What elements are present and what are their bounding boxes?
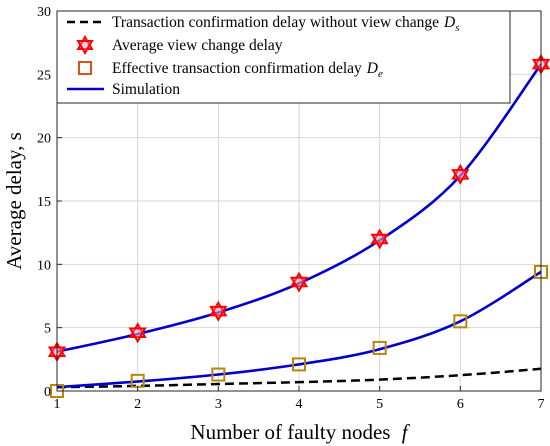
legend-view-change-swatch (76, 34, 94, 56)
legend-label-text: Transaction confirmation delay without v… (112, 14, 439, 31)
legend-label: Effective transaction confirmation delay… (112, 60, 383, 80)
legend-label: Simulation (112, 81, 180, 98)
effective-delay-marker (292, 357, 306, 372)
view-change-marker (289, 271, 309, 293)
legend: Transaction confirmation delay without v… (56, 10, 511, 104)
view-change-marker (128, 322, 147, 344)
x-tick-label: 4 (296, 397, 303, 412)
x-tick-label: 1 (54, 397, 61, 412)
y-tick-label: 10 (37, 258, 51, 273)
view-change-marker-triangle (128, 327, 147, 344)
series-simulation-lower-line (56, 270, 542, 389)
view-change-marker-triangle (289, 276, 309, 293)
x-axis-label-text: Number of faulty nodes (190, 420, 390, 444)
legend-label-subscript: s (455, 22, 459, 34)
legend-box (56, 10, 511, 104)
legend-label-symbol: D (443, 14, 455, 31)
y-tick-label: 15 (37, 195, 51, 210)
legend-label-text: Average view change delay (112, 37, 283, 54)
y-tick-label: 25 (37, 68, 51, 83)
legend-label-subscript: e (378, 68, 383, 80)
legend-label: Transaction confirmation delay without v… (112, 14, 459, 34)
x-axis-label-variable: f (402, 420, 411, 444)
y-tick-label: 0 (44, 385, 51, 400)
legend-label-text: Effective transaction confirmation delay (112, 60, 362, 77)
series-no-view-change-line (56, 367, 542, 389)
legend-label-text: Simulation (112, 81, 180, 98)
effective-delay-marker (372, 340, 387, 355)
view-change-marker (370, 228, 389, 250)
x-axis-label: Number of faulty nodes f (190, 420, 410, 444)
x-tick-label: 6 (457, 397, 464, 412)
view-change-marker (451, 163, 470, 185)
effective-delay-marker (211, 367, 226, 382)
legend-effective-delay-swatch (78, 61, 92, 75)
legend-label: Average view change delay (112, 37, 283, 54)
effective-delay-marker (453, 314, 468, 329)
legend-label-symbol: D (366, 60, 378, 77)
x-tick-label: 7 (538, 397, 545, 412)
view-change-marker-triangle (209, 305, 228, 322)
legend-view-change-swatch-triangle (76, 40, 94, 56)
ticks: 1 2 3 4 5 6 7 0 5 10 15 20 25 30 (37, 5, 545, 412)
x-tick-label: 5 (376, 397, 383, 412)
x-tick-label: 2 (134, 397, 141, 412)
y-tick-label: 5 (44, 322, 51, 337)
y-tick-label: 20 (37, 132, 51, 147)
y-axis-label: Average delay, s (2, 132, 26, 270)
view-change-marker (209, 300, 228, 322)
view-change-marker-triangle (370, 233, 389, 250)
view-change-marker-triangle (451, 169, 470, 185)
x-tick-label: 3 (215, 397, 222, 412)
y-tick-label: 30 (37, 5, 51, 20)
